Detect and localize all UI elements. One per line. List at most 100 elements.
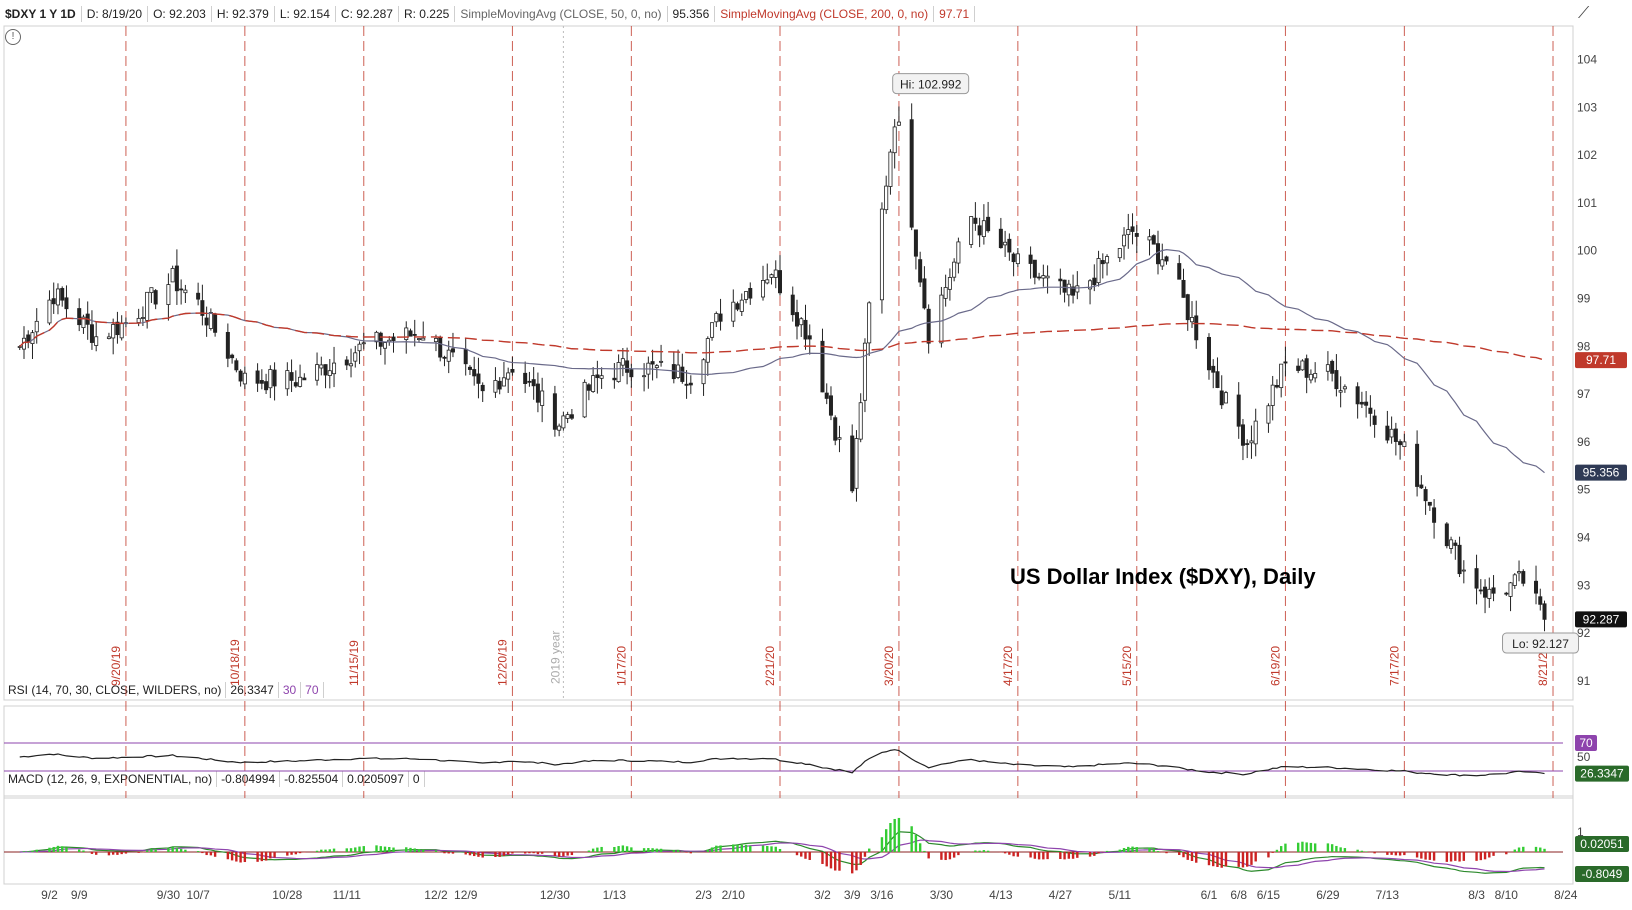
- macd-histogram-bar: [795, 852, 799, 856]
- drawing-tool-icon[interactable]: ⟋: [1578, 5, 1590, 22]
- price-tick-label: 99: [1577, 291, 1591, 305]
- macd-histogram-bar: [736, 844, 739, 852]
- candle: [1028, 254, 1033, 264]
- macd-histogram-bar: [884, 829, 888, 852]
- candle: [1088, 280, 1093, 290]
- macd-histogram-bar: [821, 852, 824, 864]
- macd-histogram-bar: [1122, 848, 1126, 852]
- candle: [714, 313, 719, 323]
- candle: [523, 372, 528, 384]
- candle: [438, 337, 443, 358]
- candle: [1521, 571, 1526, 584]
- candle: [361, 342, 366, 345]
- macd-histogram-bar: [1373, 852, 1376, 854]
- candle: [497, 380, 502, 390]
- candle: [1279, 363, 1284, 389]
- candle: [629, 369, 634, 378]
- macd-histogram-bar: [672, 850, 676, 852]
- macd-histogram-bar: [587, 850, 591, 852]
- price-tick-label: 96: [1577, 435, 1591, 449]
- candle: [1296, 365, 1301, 371]
- macd-histogram-bar: [61, 846, 64, 852]
- macd-histogram-bar: [124, 852, 128, 854]
- candle: [884, 185, 889, 211]
- sma200-value: 97.71: [934, 6, 976, 22]
- macd-histogram-bar: [1505, 852, 1508, 855]
- candle: [81, 316, 86, 329]
- candle: [854, 438, 859, 489]
- symbol-label[interactable]: $DXY 1 Y 1D: [0, 6, 82, 22]
- price-tick-label: 95: [1577, 483, 1591, 497]
- sma200-label[interactable]: SimpleMovingAvg (CLOSE, 200, 0, no): [715, 6, 935, 22]
- candle: [230, 354, 235, 359]
- candle: [998, 228, 1003, 249]
- candle: [867, 302, 872, 344]
- candle: [442, 356, 447, 359]
- macd-histogram-bar: [1237, 852, 1240, 867]
- macd-histogram-bar: [1313, 843, 1317, 852]
- candle: [731, 301, 736, 322]
- rsi-value: 26.3347: [226, 682, 279, 698]
- macd-histogram-bar: [1093, 852, 1096, 856]
- macd-histogram-bar: [719, 845, 722, 852]
- macd-histogram-bar: [749, 845, 752, 852]
- candle: [557, 425, 562, 431]
- macd-histogram-bar: [536, 852, 540, 855]
- macd-histogram-bar: [710, 847, 714, 852]
- candle: [569, 414, 574, 419]
- macd-histogram-bar: [120, 852, 123, 855]
- candle: [404, 327, 409, 341]
- macd-avg-badge: -0.8049: [1582, 867, 1623, 881]
- candle: [1041, 275, 1046, 279]
- sma50-label[interactable]: SimpleMovingAvg (CLOSE, 50, 0, no): [455, 6, 668, 22]
- macd-histogram-bar: [239, 852, 242, 863]
- x-tick-label: 8/3: [1468, 888, 1485, 902]
- sma200-line: [19, 312, 1545, 361]
- candle: [527, 380, 532, 383]
- price-tick-label: 92: [1577, 626, 1591, 640]
- candle: [1478, 589, 1483, 592]
- candle: [828, 395, 833, 416]
- macd-histogram-bar: [532, 852, 535, 854]
- candle: [408, 330, 413, 337]
- candle: [480, 384, 485, 392]
- macd-histogram-bar: [528, 852, 531, 854]
- candle: [739, 299, 744, 312]
- panel-frame: [3, 705, 1574, 799]
- candle: [535, 383, 540, 403]
- macd-histogram-bar: [1250, 852, 1253, 865]
- macd-histogram-bar: [345, 848, 348, 852]
- rsi-label[interactable]: RSI (14, 70, 30, CLOSE, WILDERS, no): [4, 682, 227, 698]
- macd-histogram-bar: [150, 848, 153, 852]
- candle: [446, 349, 451, 362]
- x-tick-label: 11/11: [333, 888, 362, 902]
- macd-histogram-bar: [732, 844, 735, 852]
- macd-label[interactable]: MACD (12, 26, 9, EXPONENTIAL, no): [4, 771, 218, 787]
- x-tick-label: 1/13: [603, 888, 627, 902]
- candle: [1355, 386, 1360, 405]
- macd-histogram-bar: [1394, 852, 1398, 856]
- candle: [463, 348, 468, 365]
- candle: [493, 380, 498, 393]
- macd-histogram-bar: [982, 850, 986, 852]
- candle: [285, 370, 290, 390]
- macd-histogram-bar: [349, 848, 353, 852]
- info-icon[interactable]: !: [5, 29, 21, 45]
- candle: [115, 321, 120, 336]
- macd-histogram-bar: [591, 848, 595, 852]
- candle: [1249, 440, 1254, 444]
- macd-histogram-bar: [209, 852, 213, 856]
- candle: [956, 241, 961, 264]
- macd-histogram-bar: [269, 852, 272, 859]
- macd-histogram-bar: [897, 817, 901, 852]
- macd-histogram-bar: [1135, 847, 1138, 852]
- macd-histogram-bar: [145, 850, 149, 852]
- macd-histogram-bar: [1246, 852, 1249, 867]
- macd-histogram-bar: [116, 852, 119, 855]
- x-tick-label: 3/30: [930, 888, 954, 902]
- macd-histogram-bar: [31, 850, 34, 852]
- candle: [582, 381, 587, 418]
- candle: [213, 313, 218, 333]
- macd-histogram-bar: [1063, 852, 1066, 860]
